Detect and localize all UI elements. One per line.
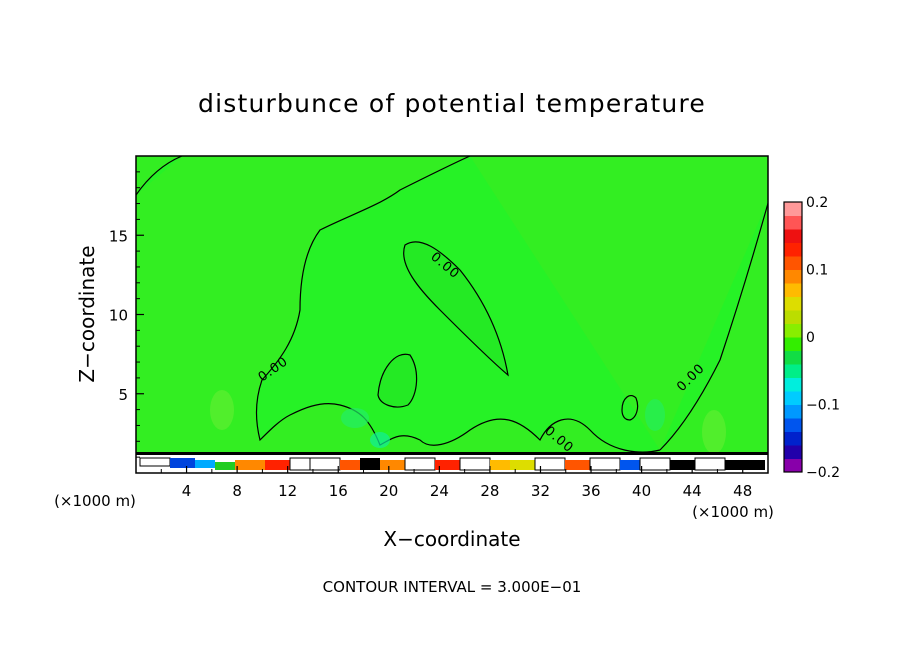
colorbar-swatch [784, 229, 802, 243]
x-tick-label: 44 [683, 482, 702, 500]
y-axis-label: Z−coordinate [75, 245, 99, 382]
colorbar-swatch [784, 445, 802, 459]
x-tick-label: 8 [232, 482, 242, 500]
negative-anomaly-1 [341, 408, 369, 428]
colorbar-swatch [784, 256, 802, 270]
colorbar-swatch [784, 431, 802, 446]
x-unit-left: (×1000 m) [54, 492, 136, 510]
colorbar-swatch [784, 269, 802, 284]
y-tick-label: 10 [109, 307, 128, 325]
colorbar-swatch [784, 391, 802, 405]
x-tick-label: 48 [733, 482, 752, 500]
x-tick-label: 16 [329, 482, 348, 500]
x-tick-label: 28 [480, 482, 499, 500]
surface-layer-line [136, 452, 768, 455]
colorbar: 0.2 0.1 0 −0.1 −0.2 [783, 195, 840, 481]
x-tick-label: 36 [581, 482, 600, 500]
plot-area [136, 156, 768, 473]
positive-anomaly-2 [702, 410, 726, 454]
contour-zero-mid [136, 156, 768, 453]
contour-interval: CONTOUR INTERVAL = 3.000E−01 [323, 578, 582, 596]
colorbar-swatch [784, 242, 802, 257]
colorbar-tick-label: −0.1 [806, 398, 840, 414]
y-axis: 5 10 15 [109, 171, 144, 458]
x-tick-label: 40 [632, 482, 651, 500]
colorbar-tick-label: 0.2 [806, 195, 828, 211]
x-axis: 4 8 12 16 20 24 28 32 36 40 44 48 [160, 466, 752, 500]
y-tick-label: 5 [118, 386, 128, 404]
colorbar-swatch [784, 364, 802, 378]
colorbar-swatch [784, 350, 802, 365]
positive-anomaly-1 [210, 390, 234, 430]
x-tick-label: 4 [182, 482, 192, 500]
contour-zero-small [377, 353, 418, 408]
colorbar-swatch [784, 296, 802, 311]
colorbar-tick-label: 0 [806, 330, 815, 346]
x-axis-label: X−coordinate [383, 527, 520, 551]
colorbar-swatch [784, 458, 802, 473]
colorbar-tick-label: 0.1 [806, 263, 828, 279]
colorbar-tick-label: −0.2 [806, 465, 840, 481]
surface-noise [139, 457, 765, 471]
x-unit-right: (×1000 m) [692, 503, 774, 521]
colorbar-swatch [784, 377, 802, 392]
colorbar-swatch [784, 418, 802, 432]
colorbar-swatch [784, 283, 802, 297]
colorbar-swatch [784, 323, 802, 338]
contour-zero-blob [403, 241, 509, 377]
x-tick-label: 32 [531, 482, 550, 500]
x-tick-label: 12 [278, 482, 297, 500]
colorbar-swatch [784, 215, 802, 230]
x-tick-label: 24 [430, 482, 449, 500]
colorbar-swatch [784, 310, 802, 324]
contour-zero-tiny [621, 395, 639, 421]
negative-anomaly-3 [645, 399, 665, 431]
colorbar-frame [783, 201, 803, 473]
colorbar-swatch [784, 404, 802, 419]
colorbar-swatch [784, 202, 802, 216]
x-tick-label: 20 [379, 482, 398, 500]
negative-anomaly-2 [370, 432, 390, 448]
y-tick-label: 15 [109, 227, 128, 245]
chart-title: disturbunce of potential temperature [198, 89, 706, 118]
colorbar-swatch [784, 337, 802, 351]
